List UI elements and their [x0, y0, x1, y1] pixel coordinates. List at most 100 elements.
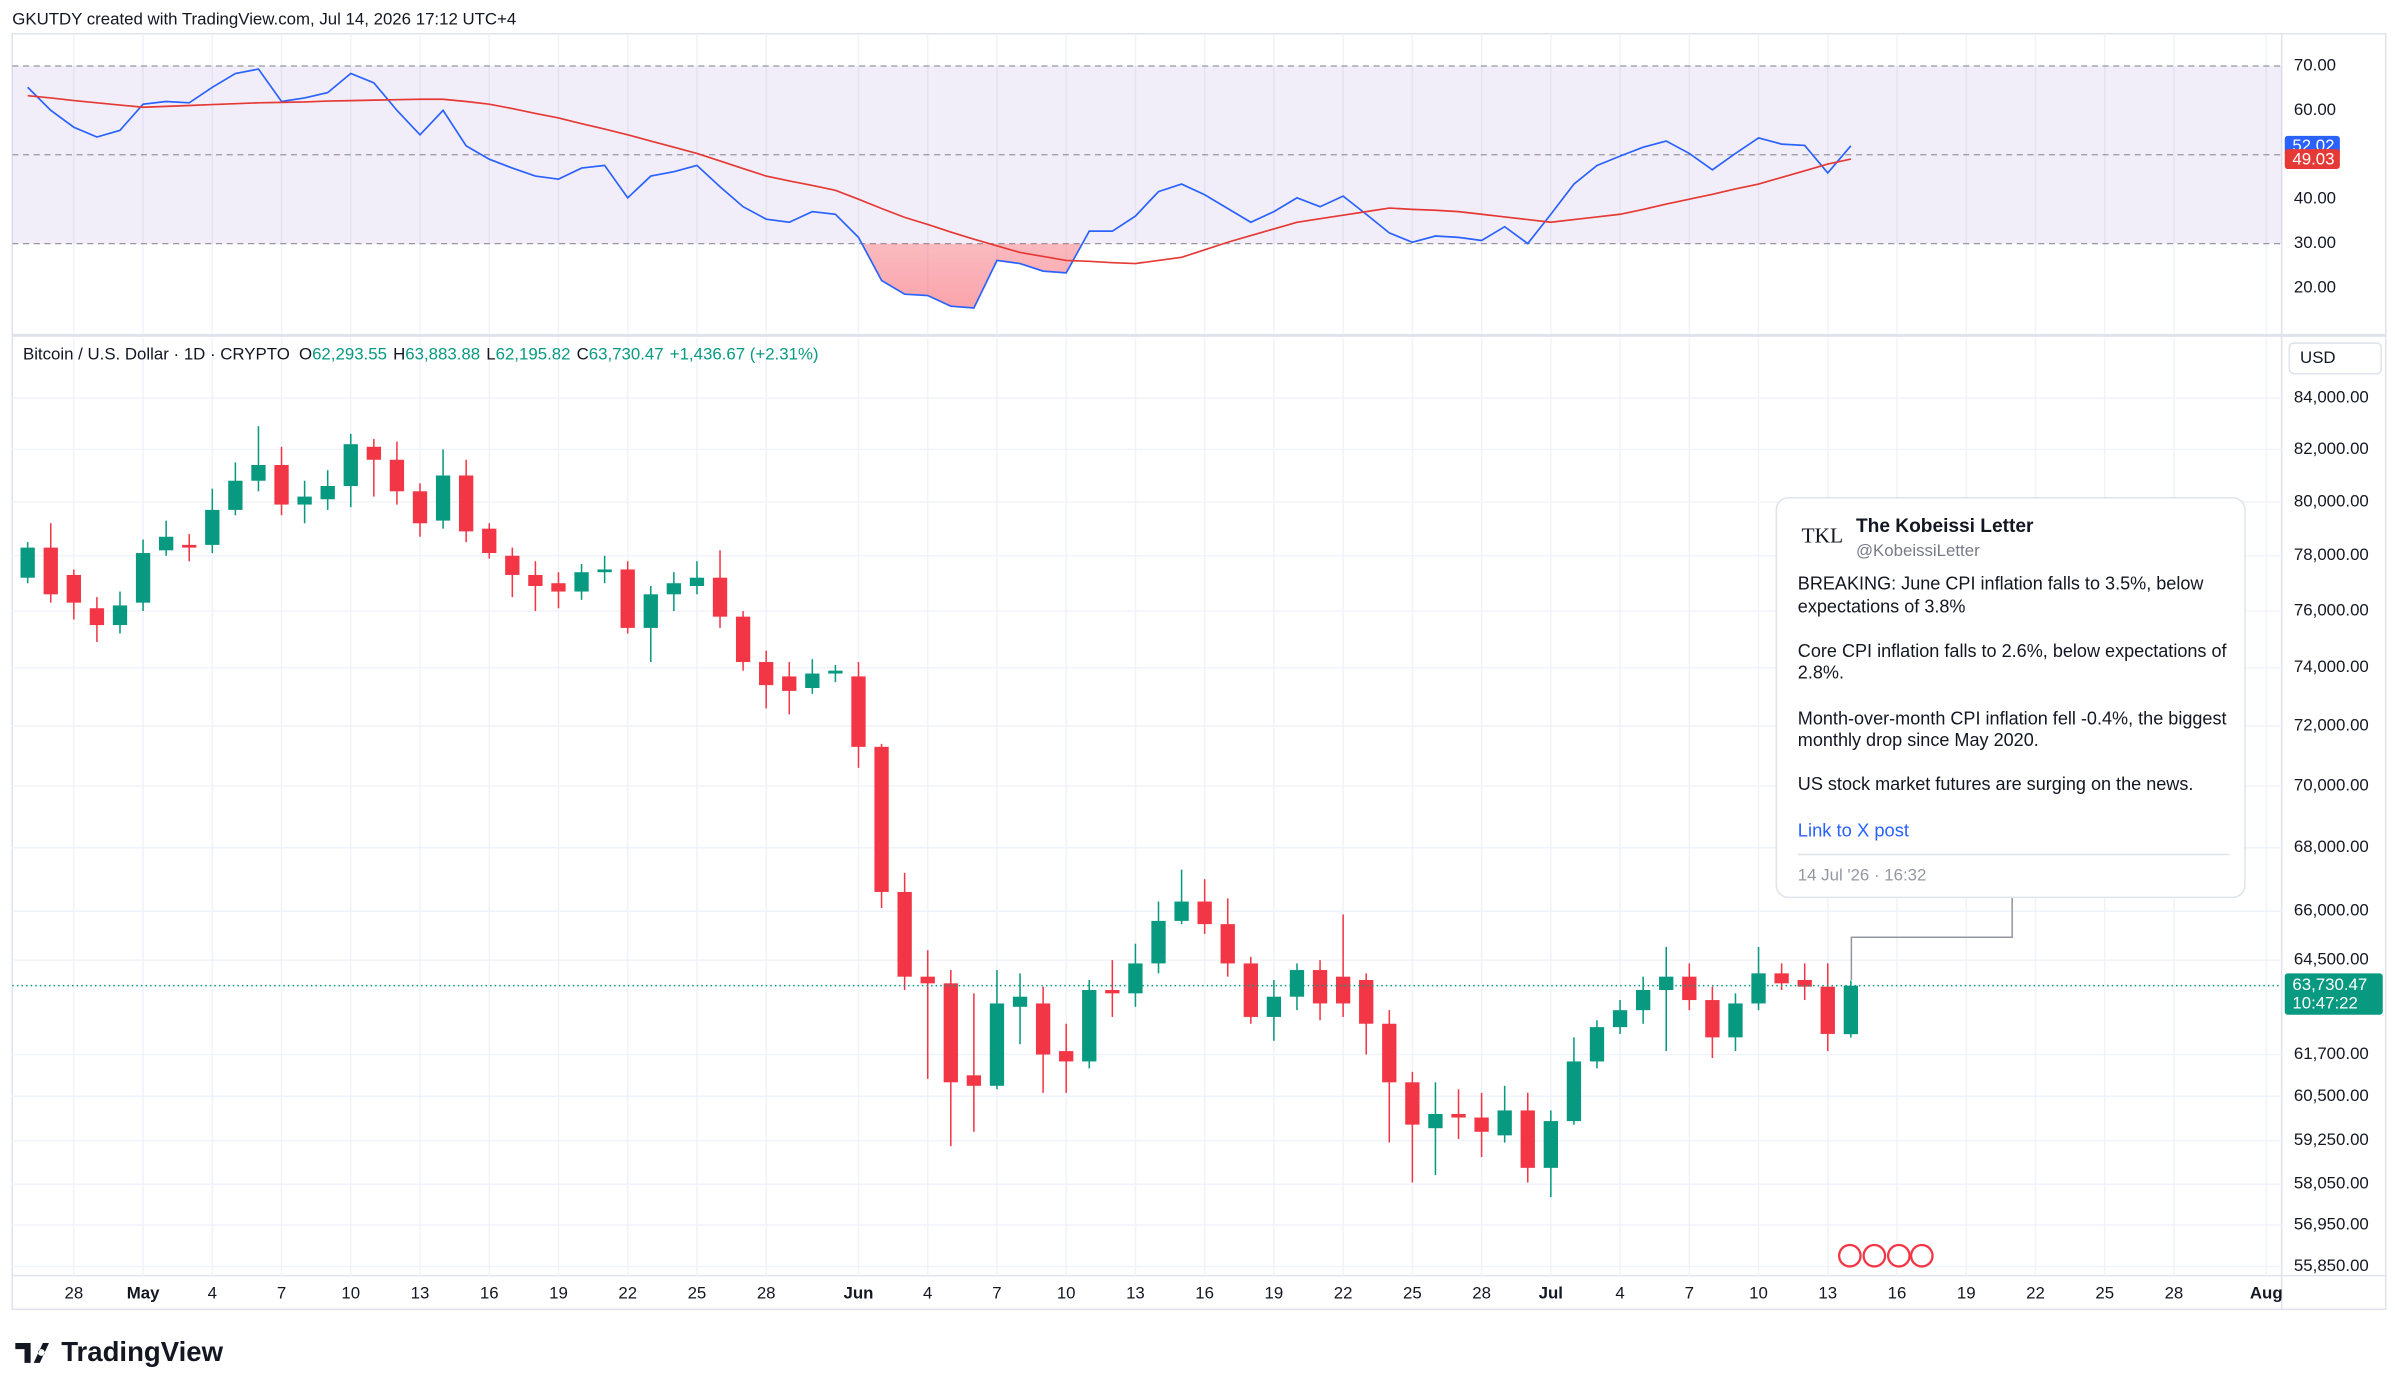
candle-body	[297, 496, 312, 505]
candle-body	[343, 444, 358, 487]
brand: TradingView	[61, 1336, 223, 1367]
candle-body	[1774, 973, 1789, 984]
legend: Bitcoin / U.S. Dollar · 1D · CRYPTO O62,2…	[23, 345, 819, 364]
tweet-paragraph: BREAKING: June CPI inflation falls to 3.…	[1797, 572, 2204, 617]
x-tick-label: 13	[411, 1283, 430, 1302]
candle-body	[1612, 1010, 1628, 1028]
candle-body	[551, 583, 566, 592]
x-tick-label: 22	[2026, 1283, 2045, 1302]
x-tick-label: 10	[341, 1283, 360, 1302]
candle-body	[874, 746, 889, 892]
rsi-tick-label: 70.00	[2294, 55, 2336, 74]
y-tick-label: 70,000.00	[2294, 775, 2369, 794]
candle-body	[205, 509, 220, 545]
candle-body	[1174, 901, 1189, 921]
tweet-logo: TKL	[1801, 523, 1843, 547]
candle-body	[828, 670, 843, 674]
candle-body	[412, 491, 428, 524]
x-tick-label: 10	[1057, 1283, 1076, 1302]
y-tick-label: 74,000.00	[2294, 657, 2369, 676]
x-tick-label: Aug	[2250, 1283, 2283, 1302]
currency-box	[2288, 342, 2382, 375]
tweet-paragraph: Core CPI inflation falls to 2.6%, below …	[1797, 639, 2227, 684]
candle-body	[943, 983, 958, 1083]
candle-body	[1705, 1000, 1720, 1038]
candle-body	[1589, 1027, 1605, 1062]
tweet-body: BREAKING: June CPI inflation falls to 3.…	[1797, 572, 2227, 796]
legend-key: C	[577, 345, 589, 364]
x-tick-label: 28	[64, 1283, 83, 1302]
candle-body	[735, 616, 751, 663]
rsi-badge-label: 49.03	[2292, 149, 2334, 168]
candle-body	[158, 536, 174, 551]
tweet-paragraph: US stock market futures are surging on t…	[1797, 773, 2194, 796]
event-flags	[1837, 1243, 1934, 1268]
x-tick-label: 7	[992, 1283, 1001, 1302]
tweet-link[interactable]: Link to X post	[1798, 819, 1909, 840]
x-tick-label: 4	[208, 1283, 217, 1302]
candle-body	[1220, 924, 1235, 964]
legend-value: 63,883.88	[405, 345, 480, 364]
y-tick-label: 78,000.00	[2294, 545, 2369, 564]
callout-connector	[1850, 897, 2013, 981]
candle-body	[43, 547, 58, 595]
candle-body	[112, 605, 128, 626]
countdown-label: 10:47:22	[2292, 993, 2358, 1012]
legend-key: H	[393, 345, 405, 364]
candle-body	[1635, 990, 1651, 1011]
logo-mark	[15, 1343, 50, 1363]
candle-body	[1566, 1061, 1582, 1122]
candle-body	[228, 480, 243, 510]
x-tick-label: 25	[2095, 1283, 2114, 1302]
rsi-tick-label: 40.00	[2294, 189, 2336, 208]
last-price-label: 63,730.47	[2292, 975, 2367, 994]
candle-body	[1105, 990, 1120, 994]
candle-body	[666, 583, 682, 595]
candle-body	[1382, 1023, 1397, 1083]
rsi-tick-label: 60.00	[2294, 100, 2336, 119]
flag	[1837, 1243, 1862, 1268]
x-tick-label: 7	[1685, 1283, 1694, 1302]
candle-body	[851, 676, 866, 747]
candle-body	[1197, 901, 1212, 925]
tweet-card: TKL The Kobeissi Letter @KobeissiLetter …	[1775, 496, 2246, 899]
x-tick-label: Jun	[844, 1283, 874, 1302]
x-tick-label: 28	[1472, 1283, 1491, 1302]
candle-body	[620, 569, 635, 628]
x-tick-label: 25	[688, 1283, 707, 1302]
tweet-name: The Kobeissi Letter	[1856, 516, 2034, 537]
x-tick-label: 16	[1888, 1283, 1907, 1302]
card-bg	[1775, 496, 2246, 899]
candle-body	[1659, 976, 1674, 991]
candle-body	[1520, 1110, 1535, 1168]
legend-key: O	[299, 345, 312, 364]
rsi-pane	[12, 65, 2282, 309]
x-tick-label: 16	[480, 1283, 499, 1302]
candle-body	[1128, 963, 1143, 994]
x-tick-label: Jul	[1539, 1283, 1563, 1302]
candle-body	[712, 577, 728, 617]
legend-key: L	[486, 345, 495, 364]
y-tick-label: 60,500.00	[2294, 1086, 2369, 1105]
tweet-paragraph: Month-over-month CPI inflation fell -0.4…	[1797, 706, 2227, 751]
rsi-line	[27, 68, 1852, 309]
candle-body	[320, 486, 335, 500]
legend-title: Bitcoin / U.S. Dollar · 1D · CRYPTO	[23, 345, 290, 364]
footer-logo: TradingView	[15, 1336, 224, 1367]
x-tick-label: 28	[757, 1283, 776, 1302]
candle-body	[1312, 970, 1328, 1004]
flag	[1862, 1243, 1887, 1268]
y-tick-label: 55,850.00	[2294, 1256, 2369, 1275]
candle-body	[1359, 979, 1374, 1024]
tweet-date: 14 Jul '26 · 16:32	[1798, 865, 1927, 884]
rsi-tick-label: 30.00	[2294, 233, 2336, 252]
candle-body	[1405, 1082, 1420, 1125]
y-tick-label: 66,000.00	[2294, 901, 2369, 920]
candle-body	[20, 547, 35, 578]
y-tick-label: 68,000.00	[2294, 837, 2369, 856]
candle-body	[574, 572, 589, 592]
candle-body	[643, 594, 658, 628]
candle-body	[435, 475, 451, 521]
